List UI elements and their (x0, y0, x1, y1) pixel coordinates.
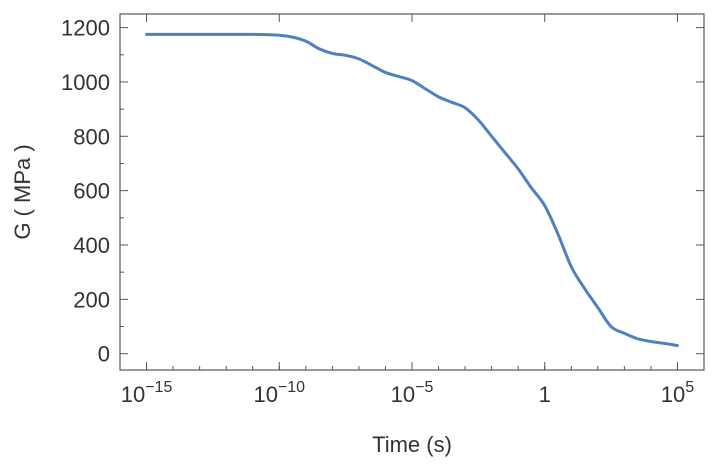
x-tick-exponent: −10 (278, 379, 305, 396)
x-axis-label: Time (s) (372, 432, 452, 457)
series-layer (145, 32, 679, 348)
y-tick-label: 200 (73, 287, 110, 312)
y-tick-label: 400 (73, 233, 110, 258)
x-tick-label: 1 (539, 382, 551, 407)
x-tick-label: 105 (661, 379, 694, 407)
y-axis: 0 200 400 600 800 1000 1200 (61, 16, 704, 367)
x-tick-label: 10−10 (253, 379, 305, 407)
y-tick-label: 1000 (61, 70, 110, 95)
plot-frame (119, 13, 705, 371)
x-tick-exponent: −5 (415, 379, 433, 396)
y-tick-label: 800 (73, 124, 110, 149)
x-tick-exponent: 5 (685, 379, 694, 396)
y-tick-label: 0 (98, 342, 110, 367)
x-tick-base: 10 (391, 382, 415, 407)
x-tick-exponent: −15 (145, 379, 172, 396)
y-tick-label: 1200 (61, 16, 110, 41)
x-tick-label: 10−5 (391, 379, 434, 407)
x-tick-base: 10 (661, 382, 685, 407)
x-tick-base: 10 (121, 382, 145, 407)
x-tick-base: 10 (253, 382, 277, 407)
x-tick-base: 1 (539, 382, 551, 407)
series-line (145, 32, 679, 348)
y-tick-label: 600 (73, 179, 110, 204)
x-tick-label: 10−15 (121, 379, 173, 407)
y-axis-label: G ( MPa ) (10, 144, 35, 239)
x-axis: 10−15 10−10 10−5 1 105 (119, 14, 705, 407)
